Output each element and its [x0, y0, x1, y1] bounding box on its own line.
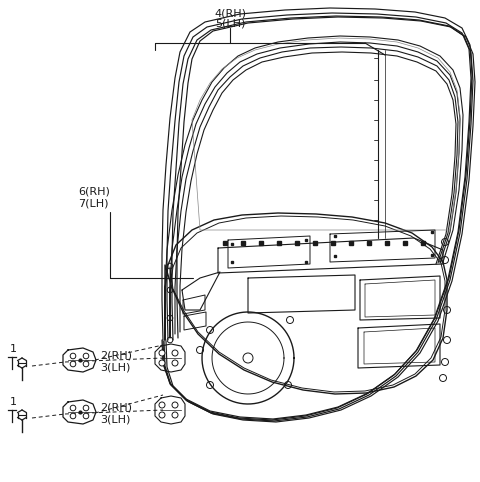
- Text: 3(LH): 3(LH): [100, 362, 131, 372]
- Circle shape: [83, 405, 89, 411]
- Text: 1: 1: [10, 397, 17, 407]
- Circle shape: [172, 402, 178, 408]
- Text: 5(LH): 5(LH): [215, 18, 245, 28]
- Circle shape: [159, 412, 165, 418]
- Circle shape: [159, 350, 165, 356]
- Text: 3(LH): 3(LH): [100, 414, 131, 424]
- Circle shape: [172, 412, 178, 418]
- Circle shape: [70, 413, 76, 419]
- Circle shape: [70, 405, 76, 411]
- Text: 7(LH): 7(LH): [78, 198, 108, 208]
- Polygon shape: [192, 38, 460, 230]
- Text: 4(RH): 4(RH): [214, 8, 246, 18]
- Text: 6(RH): 6(RH): [78, 187, 110, 197]
- Circle shape: [172, 350, 178, 356]
- Circle shape: [159, 360, 165, 366]
- Circle shape: [83, 361, 89, 367]
- Circle shape: [172, 360, 178, 366]
- Circle shape: [70, 361, 76, 367]
- Text: 2(RH): 2(RH): [100, 403, 132, 413]
- Circle shape: [83, 353, 89, 359]
- Circle shape: [159, 402, 165, 408]
- Text: 2(RH): 2(RH): [100, 351, 132, 361]
- Circle shape: [83, 413, 89, 419]
- Circle shape: [70, 353, 76, 359]
- Text: 1: 1: [10, 344, 17, 354]
